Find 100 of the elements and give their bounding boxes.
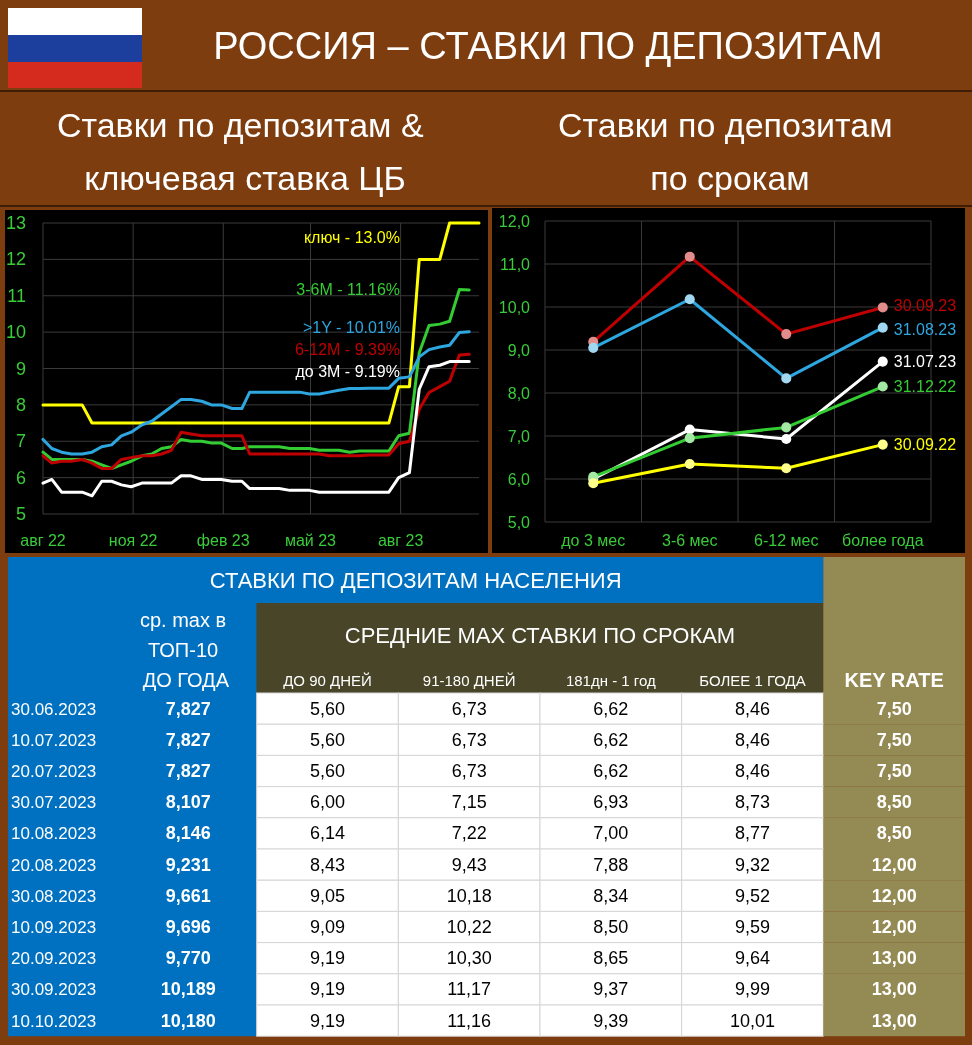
y-tick-label: 8,0 [507, 384, 531, 402]
y-tick-label: 6 [15, 467, 26, 488]
data-label: 6,62 [593, 729, 629, 750]
y-tick-label: 7 [15, 431, 26, 452]
data-label: 7,15 [451, 792, 487, 813]
data-label: 7,50 [876, 698, 912, 719]
data-label: 8,50 [593, 917, 629, 937]
data-label: 11,16 [447, 1010, 492, 1031]
data-label: 8,46 [734, 729, 771, 750]
data-label: 7,22 [451, 823, 487, 844]
text: 6-12M - 9.39% [295, 340, 400, 358]
data-label: 7,50 [876, 761, 912, 781]
chart-title: СТАВКИ ПО ДЕПОЗИТАМ НАСЕЛЕНИЯ [209, 567, 622, 593]
data-label: 8,77 [734, 823, 771, 844]
category-label: 10.07.2023 7,827 [11, 729, 211, 750]
data-label: 8,65 [593, 948, 629, 969]
category-label: 20.07.2023 7,827 [11, 761, 211, 781]
data-label: 9,39 [593, 1010, 629, 1031]
data-label: 9,05 [309, 885, 346, 906]
data-label: 7,00 [593, 823, 629, 844]
series-label: ключ - 13.0% [303, 228, 400, 246]
x-tick-label: 3-6 мес [662, 531, 718, 549]
y-tick-label: 10,0 [498, 298, 531, 316]
series-label: 30.09.23 [893, 297, 957, 315]
data-label: 9,32 [734, 854, 771, 875]
y-tick-label: 6,0 [507, 470, 531, 488]
x-tick-label: KEY RATE [844, 669, 944, 691]
series-label: >1Y - 10.01% [302, 318, 400, 336]
chart-title: Ставки по депозитам по срокам [558, 106, 902, 197]
y-tick-label: 10 [5, 322, 26, 343]
x-tick-label: 181дн - 1 год [565, 671, 656, 689]
data-label: 8,73 [734, 792, 771, 813]
data-label: 5,60 [309, 729, 346, 750]
y-tick-label: 12 [5, 249, 26, 270]
data-label: 9,59 [734, 917, 771, 937]
data-label: 9,19 [309, 979, 346, 1000]
data-label: 10,22 [446, 917, 492, 937]
data-label: 10,30 [446, 948, 492, 969]
x-tick-label: более года [841, 531, 924, 549]
category-label: 10.09.2023 9,696 [11, 917, 211, 937]
data-label: 13,00 [871, 948, 917, 969]
series-label: 31.07.23 [893, 353, 957, 371]
category-label: 30.09.2023 10,189 [11, 979, 216, 1000]
category-label: 10.10.2023 10,180 [11, 1010, 216, 1031]
category-label: 30.06.2023 7,827 [11, 698, 211, 719]
series-label: 31.12.22 [893, 378, 957, 396]
text: 3-6M - 11.16% [296, 281, 400, 299]
chart-title: Ставки по депозитам & ключевая ставка ЦБ [56, 106, 434, 197]
data-label: 6,14 [309, 823, 346, 844]
data-label: 8,34 [593, 885, 629, 906]
data-label: 9,37 [593, 979, 629, 1000]
data-label: 10,01 [729, 1010, 776, 1031]
data-label: 13,00 [871, 979, 917, 1000]
data-label: 6,93 [593, 792, 629, 813]
y-axis-title: ср. max в ТОП-10 ДО ГОДА [139, 609, 232, 691]
category-label: 30.08.2023 9,661 [11, 885, 211, 906]
data-label: 9,09 [309, 917, 346, 937]
series-label: до 3M - 9.19% [295, 362, 400, 380]
x-tick-label: май 23 [284, 531, 337, 549]
data-label: 6,00 [309, 792, 346, 813]
data-label: 7,88 [593, 854, 629, 875]
data-label: 9,43 [451, 854, 487, 875]
x-tick-label: авг 23 [377, 531, 424, 549]
y-tick-label: 12,0 [498, 212, 531, 230]
series-label: 31.08.23 [893, 321, 957, 339]
data-label: 6,73 [451, 698, 487, 719]
category-label: 30.07.2023 8,107 [11, 792, 211, 813]
category-label: 20.08.2023 9,231 [11, 854, 211, 875]
data-label: 9,19 [309, 1010, 346, 1031]
y-tick-label: 5 [15, 504, 26, 524]
x-tick-label: БОЛЕЕ 1 ГОДА [699, 671, 806, 689]
x-tick-label: ноя 22 [108, 531, 158, 549]
data-label: 8,43 [309, 854, 346, 875]
data-label: 10,18 [446, 885, 492, 906]
x-tick-label: авг 22 [20, 531, 66, 549]
data-label: 6,62 [593, 761, 629, 781]
data-label: 9,19 [309, 948, 346, 969]
data-label: 5,60 [309, 761, 346, 781]
data-label: 9,99 [734, 979, 771, 1000]
y-tick-label: 8 [15, 394, 26, 415]
x-tick-label: ДО 90 ДНЕЙ [283, 671, 372, 689]
x-tick-label: 6-12 мес [754, 531, 819, 549]
data-label: 12,00 [871, 854, 917, 875]
data-label: 6,73 [451, 761, 487, 781]
data-label: 12,00 [871, 917, 917, 937]
text: СРЕДНИЕ MAX СТАВКИ ПО СРОКАМ [344, 622, 736, 648]
data-label: 7,50 [876, 729, 912, 750]
category-label: 10.08.2023 8,146 [11, 823, 211, 844]
y-tick-label: 11 [7, 285, 26, 306]
point [877, 356, 888, 367]
y-tick-label: 13 [5, 213, 26, 233]
point [684, 424, 695, 435]
y-tick-label: 11,0 [500, 255, 531, 273]
category-label: 20.09.2023 9,770 [11, 948, 211, 969]
data-label: 13,00 [871, 1010, 917, 1031]
data-label: 8,50 [876, 823, 912, 844]
data-label: 6,73 [451, 729, 487, 750]
data-label: 6,62 [593, 698, 629, 719]
y-tick-label: 9,0 [507, 341, 531, 359]
line-series [41, 360, 471, 498]
